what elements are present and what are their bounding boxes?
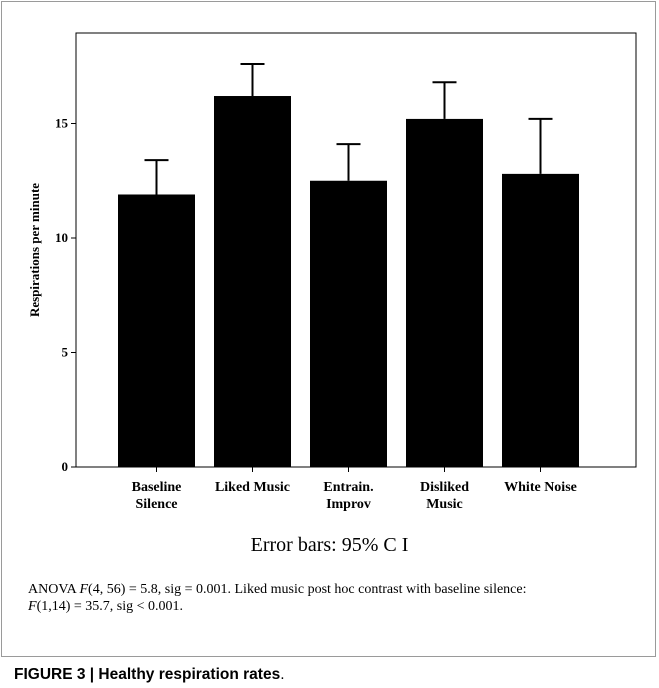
stats-f2: F bbox=[28, 599, 37, 614]
bars-layer bbox=[118, 96, 579, 468]
bar bbox=[118, 194, 195, 468]
y-tick-label: 15 bbox=[55, 116, 69, 131]
stats-text-3: (1,14) = 35.7, sig < 0.001. bbox=[36, 599, 184, 614]
caption-tail: . bbox=[280, 666, 285, 683]
category-label: Disliked Music bbox=[420, 480, 469, 512]
stats-note: ANOVA F(4, 56) = 5.8, sig = 0.001. Liked… bbox=[28, 581, 648, 615]
bar-chart: 0 5 10 15 Baseline Silence Liked Music Entrain… bbox=[27, 32, 637, 512]
category-label: Baseline Silence bbox=[132, 480, 182, 512]
bar bbox=[406, 118, 483, 468]
category-label: White Noise bbox=[504, 480, 577, 495]
y-axis: 0 5 10 15 bbox=[55, 116, 76, 474]
stats-text-2: (4, 56) = 5.8, sig = 0.001. Liked music … bbox=[88, 582, 527, 597]
error-bars-note: Error bars: 95% C I bbox=[250, 534, 409, 556]
category-label: Entrain. Improv bbox=[323, 480, 373, 512]
y-tick-label: 0 bbox=[62, 459, 69, 474]
stats-text-1: ANOVA bbox=[28, 582, 80, 597]
x-axis: Baseline Silence Liked Music Entrain. Improv… bbox=[132, 467, 577, 512]
stats-f1: F bbox=[79, 582, 89, 597]
y-axis-label: Respirations per minute bbox=[27, 183, 42, 317]
bar bbox=[502, 173, 579, 467]
figure-caption: FIGURE 3 | Healthy respiration rates. bbox=[14, 666, 285, 684]
y-tick-label: 10 bbox=[55, 230, 68, 245]
caption-title: FIGURE 3 | Healthy respiration rates bbox=[14, 666, 281, 683]
error-bars-layer bbox=[144, 62, 553, 195]
figure-frame bbox=[1, 1, 656, 657]
bar bbox=[310, 180, 387, 467]
bar bbox=[214, 96, 291, 468]
category-label: Liked Music bbox=[215, 480, 290, 495]
y-tick-label: 5 bbox=[62, 345, 69, 360]
